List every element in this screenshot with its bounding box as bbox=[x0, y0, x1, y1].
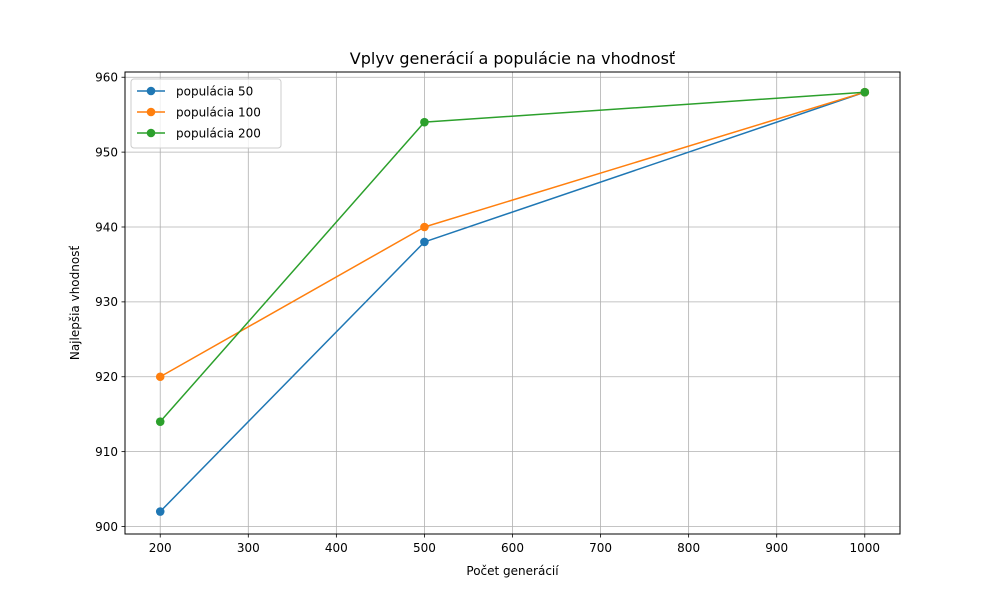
y-tick-label: 940 bbox=[95, 220, 118, 234]
legend-item: populácia 50 bbox=[137, 84, 253, 98]
y-tick-label: 930 bbox=[95, 295, 118, 309]
series-layer bbox=[155, 87, 870, 516]
y-tick-label: 920 bbox=[95, 370, 118, 384]
y-axis: 900 910 920 930 940 950 960 bbox=[95, 71, 125, 534]
legend-marker bbox=[146, 86, 156, 96]
legend-marker bbox=[146, 128, 156, 138]
legend-item: populácia 200 bbox=[137, 126, 261, 140]
legend-marker bbox=[146, 107, 156, 117]
y-tick-label: 960 bbox=[95, 71, 118, 85]
data-point bbox=[420, 222, 429, 232]
y-tick-label: 900 bbox=[95, 520, 118, 534]
data-point bbox=[155, 507, 165, 516]
x-axis-label: Počet generácií bbox=[466, 564, 559, 578]
x-tick-label: 500 bbox=[413, 541, 436, 555]
legend-item: populácia 100 bbox=[137, 105, 261, 119]
legend: populácia 50 populácia 100 populácia 200 bbox=[130, 78, 282, 149]
y-axis-label: Najlepšia vhodnosť bbox=[68, 246, 82, 361]
x-tick-label: 300 bbox=[237, 541, 260, 555]
x-tick-label: 400 bbox=[325, 541, 348, 555]
legend-box bbox=[130, 78, 282, 149]
y-tick-label: 950 bbox=[95, 145, 118, 159]
legend-label: populácia 100 bbox=[176, 105, 261, 119]
x-tick-label: 800 bbox=[677, 541, 700, 555]
y-tick-label: 910 bbox=[95, 445, 118, 459]
data-point bbox=[155, 372, 165, 382]
x-tick-label: 700 bbox=[589, 541, 612, 555]
data-point bbox=[860, 87, 870, 97]
data-point bbox=[420, 237, 429, 247]
data-point bbox=[420, 117, 429, 127]
legend-label: populácia 50 bbox=[176, 84, 253, 98]
x-tick-label: 200 bbox=[149, 541, 172, 555]
x-tick-label: 600 bbox=[501, 541, 524, 555]
x-tick-label: 900 bbox=[765, 541, 788, 555]
x-axis: 200 300 400 500 600 700 800 900 1000 bbox=[149, 534, 880, 555]
chart-title: Vplyv generácií a populácie na vhodnosť bbox=[350, 49, 675, 68]
x-tick-label: 1000 bbox=[849, 541, 880, 555]
data-point bbox=[155, 417, 165, 426]
grid bbox=[125, 72, 900, 534]
series-3 bbox=[155, 87, 870, 426]
legend-label: populácia 200 bbox=[176, 126, 261, 140]
